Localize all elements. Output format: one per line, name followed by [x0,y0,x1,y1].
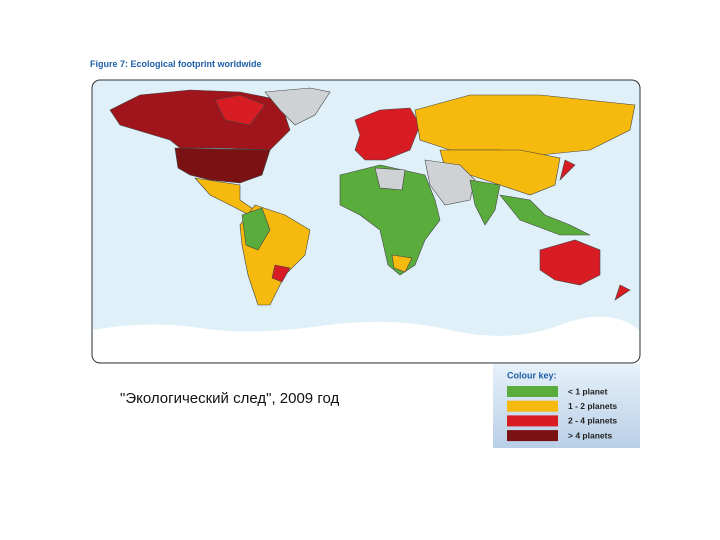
figure-title: Figure 7: Ecological footprint worldwide [90,59,262,69]
legend: Colour key: < 1 planet 1 - 2 planets 2 - 4… [493,364,640,448]
legend-label: 2 - 4 planets [568,416,617,426]
legend-swatch [507,415,558,427]
world-map [91,79,641,364]
legend-label: < 1 planet [568,386,608,396]
legend-label: 1 - 2 planets [568,401,617,411]
legend-swatch [507,430,558,442]
legend-title: Colour key: [507,370,557,380]
caption: "Экологический след", 2009 год [120,390,339,407]
legend-swatch [507,400,558,412]
legend-label: > 4 planets [568,430,612,440]
legend-swatch [507,386,558,397]
